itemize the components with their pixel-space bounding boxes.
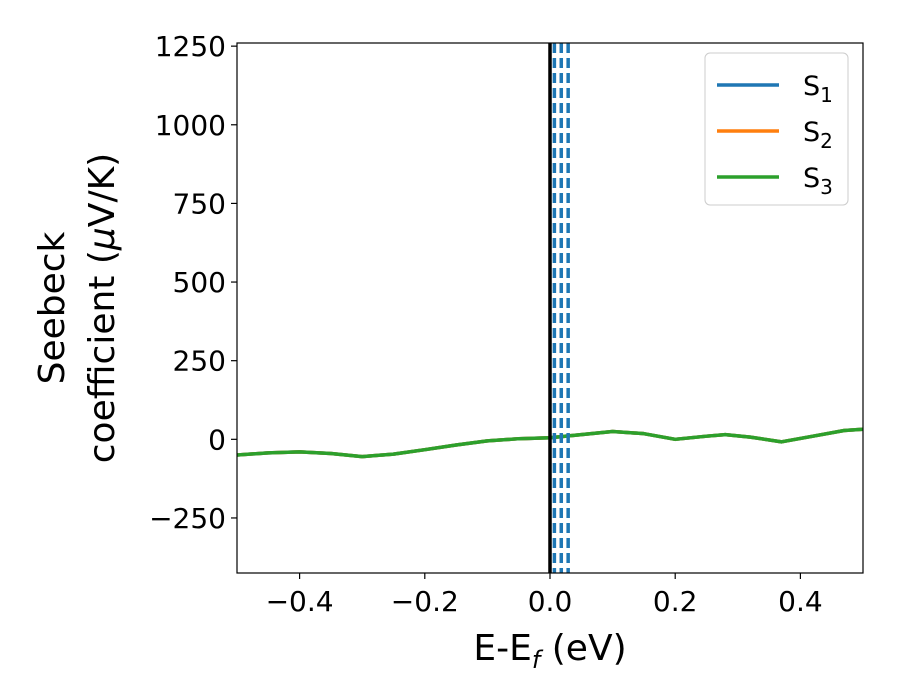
y-tick-label: 750	[173, 187, 226, 220]
x-tick-label: 0.4	[778, 585, 823, 618]
legend-label-s3: S3	[803, 163, 833, 199]
y-tick-label: 1000	[155, 109, 226, 142]
plot-area	[237, 43, 863, 573]
y-tick-label: −250	[149, 502, 226, 535]
legend-box	[704, 52, 849, 206]
legend-label-s2: S2	[803, 117, 833, 153]
y-tick-label: 250	[173, 345, 226, 378]
x-tick-label: 0.2	[653, 585, 698, 618]
y-axis-label: Seebeck coefficient (μV/K)	[32, 153, 123, 463]
legend-label-s1: S1	[803, 71, 833, 107]
x-axis-label: E-Ef (eV)	[473, 628, 626, 674]
x-tick-label: −0.2	[391, 585, 459, 618]
y-tick-label: 0	[208, 423, 226, 456]
legend: S1 S2 S3	[704, 52, 849, 206]
y-axis-label-line1: Seebeck	[32, 231, 73, 384]
x-tick-label: −0.4	[266, 585, 334, 618]
y-tick-label: 1250	[155, 30, 226, 63]
x-tick-label: 0.0	[528, 585, 573, 618]
series-line-s3	[237, 427, 863, 459]
y-axis-label-line2: coefficient (μV/K)	[82, 153, 123, 463]
y-tick-label: 500	[173, 266, 226, 299]
axes: −0.4 −0.2 0.0 0.2 0.4 −250 0 250 500 750 1000 1250	[149, 30, 864, 618]
